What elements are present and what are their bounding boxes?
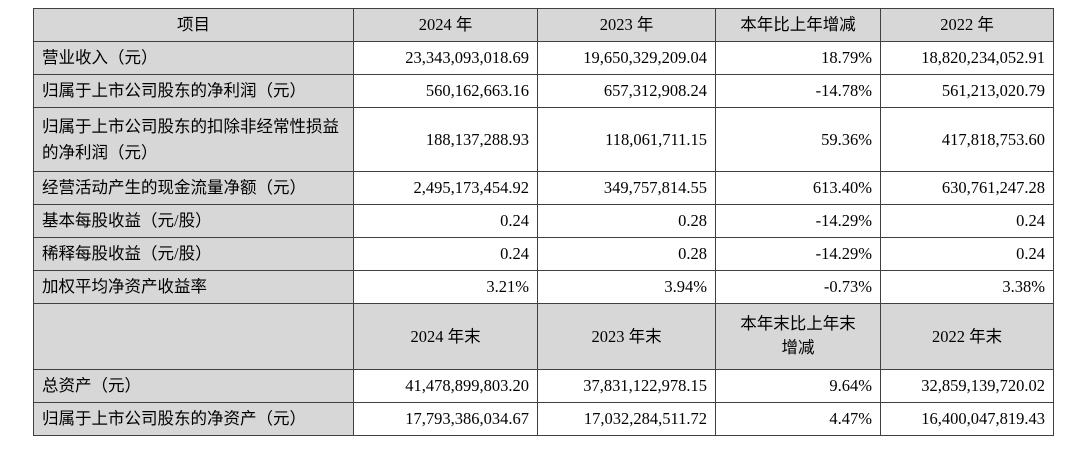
value-cell-2024: 41,478,899,803.20 [353,369,538,403]
change-cell: -14.78% [715,74,881,108]
value-cell-2023: 0.28 [537,237,716,271]
header-item: 项目 [33,8,354,42]
table-row-operating-cash-flow: 经营活动产生的现金流量净额（元） 2,495,173,454.92 349,75… [33,171,1054,205]
value-cell-2024: 560,162,663.16 [353,74,538,108]
header-2022-eoy: 2022 年末 [880,303,1054,370]
value-cell-2022: 630,761,247.28 [880,171,1054,205]
header-2023-eoy: 2023 年末 [537,303,716,370]
table-row-total-assets: 总资产（元） 41,478,899,803.20 37,831,122,978.… [33,369,1054,403]
item-cell: 基本每股收益（元/股） [33,204,354,238]
change-cell: 59.36% [715,107,881,172]
value-cell-2022: 0.24 [880,204,1054,238]
table-row-weighted-avg-roe: 加权平均净资产收益率 3.21% 3.94% -0.73% 3.38% [33,270,1054,304]
financial-summary-table: 项目 2024 年 2023 年 本年比上年增减 2022 年 营业收入（元） … [33,8,1054,436]
item-cell: 总资产（元） [33,369,354,403]
value-cell-2023: 17,032,284,511.72 [537,402,716,436]
value-cell-2022: 16,400,047,819.43 [880,402,1054,436]
value-cell-2024: 0.24 [353,237,538,271]
header-eoy-change: 本年末比上年末增减 [715,303,881,370]
table-header-row-year-end: 2024 年末 2023 年末 本年末比上年末增减 2022 年末 [33,303,1054,370]
value-cell-2024: 188,137,288.93 [353,107,538,172]
table-row-deducted-net-profit: 归属于上市公司股东的扣除非经常性损益的净利润（元） 188,137,288.93… [33,107,1054,172]
table-row-net-profit: 归属于上市公司股东的净利润（元） 560,162,663.16 657,312,… [33,74,1054,108]
value-cell-2022: 561,213,020.79 [880,74,1054,108]
change-cell: -14.29% [715,204,881,238]
value-cell-2024: 3.21% [353,270,538,304]
change-cell: -0.73% [715,270,881,304]
table-row-diluted-eps: 稀释每股收益（元/股） 0.24 0.28 -14.29% 0.24 [33,237,1054,271]
value-cell-2023: 3.94% [537,270,716,304]
header-2023: 2023 年 [537,8,716,42]
value-cell-2024: 17,793,386,034.67 [353,402,538,436]
value-cell-2023: 349,757,814.55 [537,171,716,205]
value-cell-2023: 118,061,711.15 [537,107,716,172]
change-cell: 613.40% [715,171,881,205]
item-cell: 归属于上市公司股东的净利润（元） [33,74,354,108]
value-cell-2022: 18,820,234,052.91 [880,41,1054,75]
change-cell: 9.64% [715,369,881,403]
header-2024: 2024 年 [353,8,538,42]
value-cell-2023: 0.28 [537,204,716,238]
value-cell-2024: 0.24 [353,204,538,238]
header-2024-eoy: 2024 年末 [353,303,538,370]
value-cell-2022: 417,818,753.60 [880,107,1054,172]
header-yoy-change: 本年比上年增减 [715,8,881,42]
item-cell: 营业收入（元） [33,41,354,75]
value-cell-2023: 37,831,122,978.15 [537,369,716,403]
header-eoy-change-label: 本年末比上年末增减 [740,314,856,358]
item-cell: 归属于上市公司股东的扣除非经常性损益的净利润（元） [33,107,354,172]
header-item-empty [33,303,354,370]
value-cell-2023: 657,312,908.24 [537,74,716,108]
table-header-row-annual: 项目 2024 年 2023 年 本年比上年增减 2022 年 [33,8,1054,42]
table-row-net-assets: 归属于上市公司股东的净资产（元） 17,793,386,034.67 17,03… [33,402,1054,436]
value-cell-2024: 23,343,093,018.69 [353,41,538,75]
value-cell-2022: 32,859,139,720.02 [880,369,1054,403]
change-cell: 18.79% [715,41,881,75]
value-cell-2022: 0.24 [880,237,1054,271]
table-row-revenue: 营业收入（元） 23,343,093,018.69 19,650,329,209… [33,41,1054,75]
item-cell: 稀释每股收益（元/股） [33,237,354,271]
change-cell: 4.47% [715,402,881,436]
item-cell: 加权平均净资产收益率 [33,270,354,304]
change-cell: -14.29% [715,237,881,271]
value-cell-2022: 3.38% [880,270,1054,304]
header-2022: 2022 年 [880,8,1054,42]
table-row-basic-eps: 基本每股收益（元/股） 0.24 0.28 -14.29% 0.24 [33,204,1054,238]
item-cell: 归属于上市公司股东的净资产（元） [33,402,354,436]
value-cell-2024: 2,495,173,454.92 [353,171,538,205]
value-cell-2023: 19,650,329,209.04 [537,41,716,75]
item-cell: 经营活动产生的现金流量净额（元） [33,171,354,205]
